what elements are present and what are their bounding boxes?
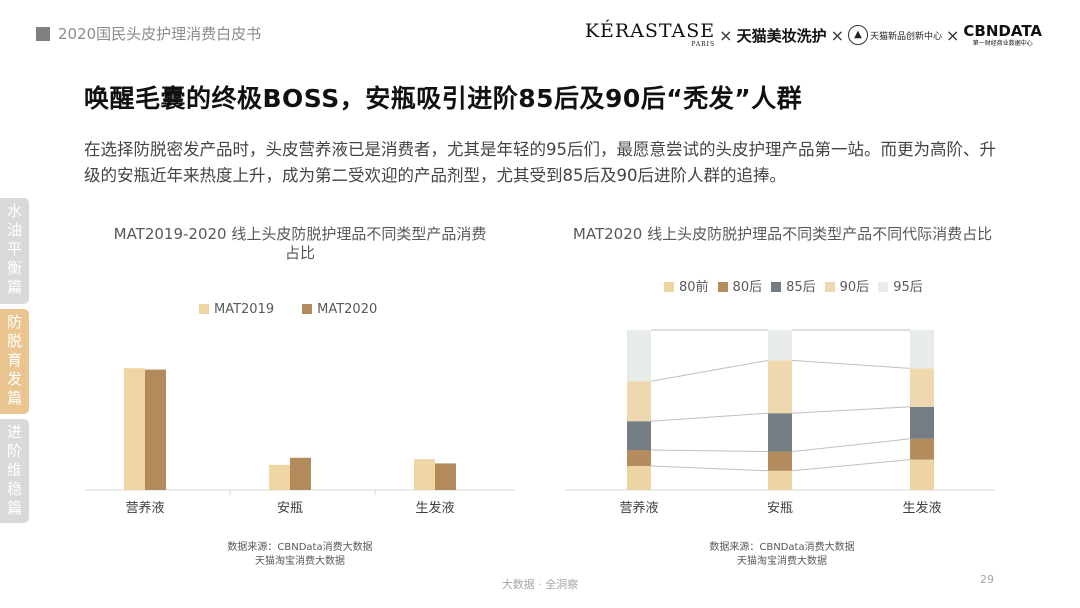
side-tab-hair-loss[interactable]: 防脱育发篇 xyxy=(0,309,29,414)
legend-swatch xyxy=(199,304,209,314)
chart2-legend-item: 85后 xyxy=(771,276,816,295)
cbndata-logo: CBNDATA 第一财经商业数据中心 xyxy=(963,21,1042,47)
chart1-category-label: 生发液 xyxy=(415,500,454,516)
chart1-legend: MAT2019 MAT2020 xyxy=(199,302,399,317)
page-number: 29 xyxy=(980,573,994,586)
header-square-icon xyxy=(36,27,50,41)
chart1-category-label: 安瓶 xyxy=(277,501,303,516)
chart2-category-label: 营养液 xyxy=(619,500,658,516)
chart2-connector-line xyxy=(650,359,769,382)
chart2-legend: 80前 80后 85后 90后 95后 xyxy=(664,276,926,295)
tmall-innovation-logo: ▲ 天猫新品创新中心 xyxy=(848,25,942,45)
chart2-connector-line xyxy=(791,438,911,453)
side-tab-advanced-stability[interactable]: 进阶维稳篇 xyxy=(0,419,29,523)
chart2-segment-80后 xyxy=(768,451,792,471)
chart2-legend-item: 80前 xyxy=(664,276,709,295)
kerastase-logo: KÉRASTASE PARIS xyxy=(584,20,716,48)
chart1-plot: 营养液 安瓶 生发液 xyxy=(85,368,515,516)
chart1-source: 数据来源：CBNData消费大数据 天猫淘宝消费大数据 xyxy=(227,542,373,567)
chart2-segment-95后 xyxy=(910,330,934,369)
chart1-bar-mat2020 xyxy=(435,463,456,490)
chart2-legend-item: 80后 xyxy=(717,276,762,295)
chart2-segment-80后 xyxy=(910,438,934,460)
legend-swatch xyxy=(302,304,313,314)
chart2-plot: 营养液 安瓶 生发液 xyxy=(565,329,995,516)
side-tab-water-oil-balance[interactable]: 水油平衡篇 xyxy=(0,198,29,304)
chart1-bar-mat2019 xyxy=(124,368,145,490)
triangle-logo-icon: ▲ xyxy=(848,25,868,45)
chart2-segment-80前 xyxy=(627,466,651,490)
chart2-connector-line xyxy=(791,406,911,414)
chart2-connector-line xyxy=(791,459,911,472)
chart2-title: MAT2020 线上头皮防脱护理品不同类型产品不同代际消费占比 xyxy=(572,225,993,243)
tmall-beauty-logo: 天猫美妆洗护 xyxy=(736,26,827,45)
brand-separator: × xyxy=(719,25,733,45)
report-title: 2020国民头皮护理消费白皮书 xyxy=(58,25,262,43)
page-headline: 唤醒毛囊的终极BOSS，安瓶吸引进阶85后及90后“秃发”人群 xyxy=(84,84,803,113)
chart2-segment-80前 xyxy=(768,470,792,490)
footer-tagline: 大数据 · 全洞察 xyxy=(501,578,579,591)
chart1-legend-item: MAT2019 xyxy=(199,302,274,317)
brand-logos: KÉRASTASE PARIS × 天猫美妆洗护 × ▲ 天猫新品创新中心 × … xyxy=(585,22,1042,48)
legend-swatch xyxy=(771,282,782,292)
chart2-segment-90后 xyxy=(627,381,651,422)
legend-swatch xyxy=(664,282,674,292)
page-description: 在选择防脱密发产品时，头皮营养液已是消费者，尤其是年轻的95后们，最愿意尝试的头… xyxy=(84,140,996,185)
chart2-connector-line xyxy=(650,412,769,422)
legend-swatch xyxy=(717,282,728,292)
chart1-bar-mat2020 xyxy=(145,369,166,490)
chart2-segment-80前 xyxy=(910,459,934,490)
chart2-category-label: 生发液 xyxy=(902,500,941,516)
chart2-segment-85后 xyxy=(910,406,934,439)
chart2-connector-line xyxy=(650,465,769,472)
chart1-bar-mat2020 xyxy=(290,457,311,490)
chart1-bar-mat2019 xyxy=(414,459,435,490)
chart2-segment-85后 xyxy=(627,421,651,450)
brand-separator: × xyxy=(946,25,960,45)
chart2-category-label: 安瓶 xyxy=(767,501,793,516)
legend-swatch xyxy=(824,282,835,292)
chart2-legend-item: 90后 xyxy=(824,276,869,295)
chart2-segment-80后 xyxy=(627,450,651,466)
chart1-title: MAT2019-2020 线上头皮防脱护理品不同类型产品消费占比 xyxy=(113,225,487,262)
chart2-source: 数据来源：CBNData消费大数据 天猫淘宝消费大数据 xyxy=(709,542,855,567)
chart2-connector-line xyxy=(791,359,911,369)
chart2-segment-90后 xyxy=(910,368,934,407)
chart1-bar-mat2019 xyxy=(269,464,290,490)
chart2-legend-item: 95后 xyxy=(878,276,923,295)
chart1-legend-item: MAT2020 xyxy=(302,302,377,317)
legend-swatch xyxy=(878,282,889,292)
chart2-segment-85后 xyxy=(768,413,792,452)
chart2-segment-95后 xyxy=(768,330,792,361)
chart2-connector-line xyxy=(650,449,769,453)
chart2-segment-95后 xyxy=(627,330,651,382)
brand-separator: × xyxy=(830,25,844,45)
chart2-segment-90后 xyxy=(768,360,792,414)
chart1-category-label: 营养液 xyxy=(125,500,164,516)
